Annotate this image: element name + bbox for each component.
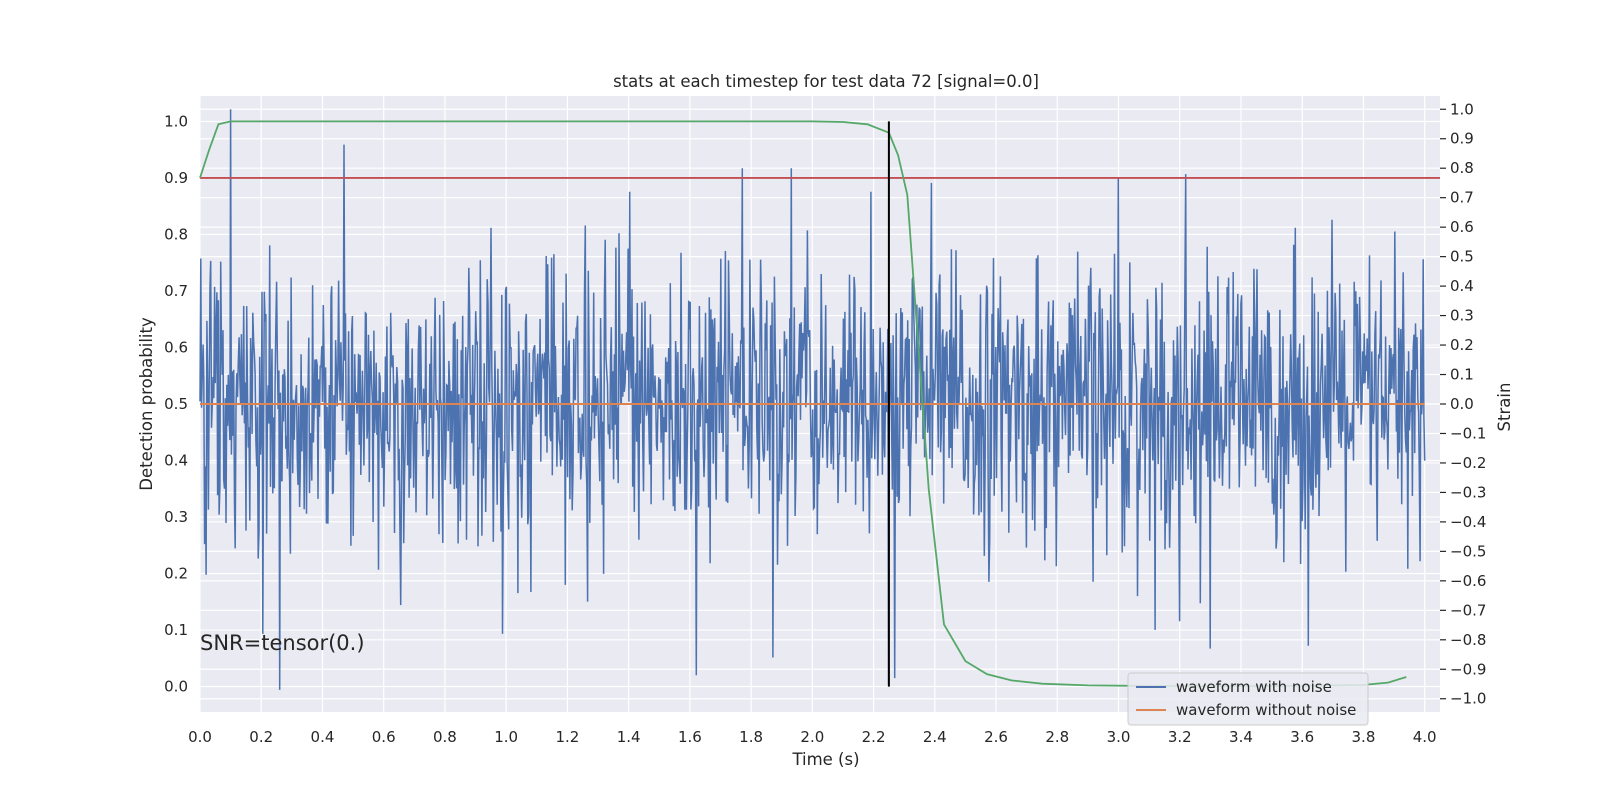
x-tick-label: 3.0: [1107, 728, 1131, 746]
y2-tick-label: 0.6: [1450, 218, 1474, 236]
x-tick-label: 2.2: [862, 728, 886, 746]
y2-tick-label: −0.1: [1450, 424, 1486, 442]
x-axis-ticks: 0.0 0.2 0.4 0.6 0.8 1.0 1.2 1.4 1.6 1.8 2.0 2.2 2.4 2…: [188, 728, 1437, 746]
y2-tick-label: −0.2: [1450, 454, 1486, 472]
y2-axis-label: Strain: [1495, 383, 1514, 432]
y-tick-label: 0.5: [164, 395, 188, 413]
x-tick-label: 0.0: [188, 728, 212, 746]
x-axis-label: Time (s): [791, 750, 859, 769]
y-tick-label: 0.7: [164, 282, 188, 300]
x-tick-label: 3.6: [1290, 728, 1314, 746]
y-tick-label: 0.1: [164, 621, 188, 639]
y-tick-label: 0.8: [164, 225, 188, 243]
x-tick-label: 3.8: [1352, 728, 1376, 746]
y2-tick-label: −0.4: [1450, 513, 1486, 531]
x-tick-label: 1.0: [494, 728, 518, 746]
x-tick-label: 0.6: [372, 728, 396, 746]
y-tick-label: 0.9: [164, 169, 188, 187]
y-axis-label: Detection probability: [137, 317, 156, 491]
x-tick-label: 2.4: [923, 728, 947, 746]
y-tick-label: 0.0: [164, 678, 188, 696]
y2-tick-label: −1.0: [1450, 690, 1486, 708]
y2-tick-label: 0.0: [1450, 395, 1474, 413]
y2-tick-label: −0.7: [1450, 601, 1486, 619]
legend: waveform with noise waveform without nois…: [1127, 672, 1369, 726]
snr-annotation: SNR=tensor(0.): [200, 631, 365, 655]
x-tick-label: 1.8: [739, 728, 763, 746]
x-tick-label: 0.4: [311, 728, 335, 746]
x-tick-label: 2.0: [800, 728, 824, 746]
y2-tick-label: 0.4: [1450, 277, 1474, 295]
y2-tick-label: −0.8: [1450, 631, 1486, 649]
y2-tick-label: −0.5: [1450, 542, 1486, 560]
x-tick-label: 1.2: [555, 728, 579, 746]
y-tick-label: 0.6: [164, 338, 188, 356]
x-tick-label: 4.0: [1413, 728, 1437, 746]
x-tick-label: 2.8: [1045, 728, 1069, 746]
legend-box: [1127, 672, 1369, 726]
x-tick-label: 3.4: [1229, 728, 1253, 746]
y-tick-label: 0.3: [164, 508, 188, 526]
y2-tick-label: 0.2: [1450, 336, 1474, 354]
legend-label: waveform without noise: [1176, 701, 1356, 719]
y-tick-label: 0.2: [164, 565, 188, 583]
x-tick-label: 3.2: [1168, 728, 1192, 746]
x-tick-label: 1.6: [678, 728, 702, 746]
y2-tick-label: −0.6: [1450, 572, 1486, 590]
y2-tick-label: 0.8: [1450, 159, 1474, 177]
y2-tick-label: 0.7: [1450, 189, 1474, 207]
y-tick-label: 1.0: [164, 112, 188, 130]
y2-tick-label: 0.9: [1450, 130, 1474, 148]
chart-title: stats at each timestep for test data 72 …: [613, 72, 1039, 91]
y-axis-ticks: 0.0 0.1 0.2 0.3 0.4 0.5 0.6 0.7 0.8 0.9 1.0: [164, 112, 188, 695]
y2-tick-label: 1.0: [1450, 100, 1474, 118]
series-waveform-with-noise: [199, 109, 1426, 690]
y-tick-label: 0.4: [164, 452, 188, 470]
y2-axis-ticks: −1.0 −0.9 −0.8 −0.7 −0.6 −0.5 −0.4 −0.3 −0.2 −0.1…: [1440, 100, 1486, 708]
x-tick-label: 2.6: [984, 728, 1008, 746]
y2-tick-label: 0.5: [1450, 248, 1474, 266]
x-tick-label: 1.4: [617, 728, 641, 746]
legend-label: waveform with noise: [1176, 678, 1332, 696]
x-tick-label: 0.2: [249, 728, 273, 746]
y2-tick-label: −0.3: [1450, 483, 1486, 501]
x-tick-label: 0.8: [433, 728, 457, 746]
y2-tick-label: −0.9: [1450, 660, 1486, 678]
y2-tick-label: 0.1: [1450, 366, 1474, 384]
y2-tick-label: 0.3: [1450, 307, 1474, 325]
